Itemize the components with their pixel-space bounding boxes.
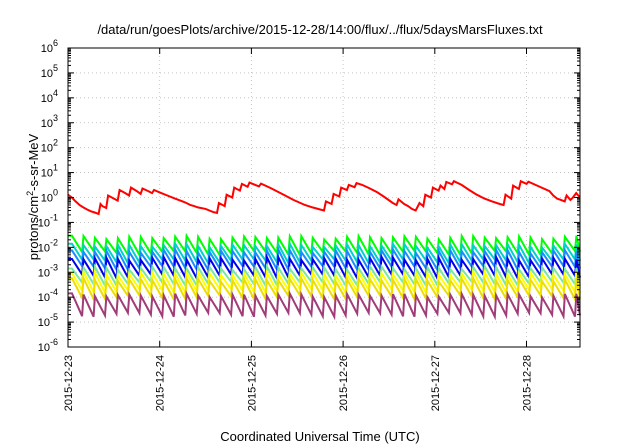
y-tick-label: 102 — [41, 138, 58, 155]
plot-frame — [67, 47, 581, 348]
y-tick-label: 106 — [41, 38, 58, 55]
y-tick-label: 10-5 — [38, 312, 58, 329]
y-tick-label: 10-4 — [38, 287, 58, 304]
x-tick-label: 2015-12-23 — [63, 355, 75, 411]
series-line — [67, 179, 581, 216]
series-line — [68, 262, 581, 290]
x-tick-label: 2015-12-25 — [246, 355, 258, 411]
series-line — [68, 268, 581, 297]
series-layer — [67, 179, 581, 321]
series-line — [68, 274, 581, 304]
y-tick-label: 10-1 — [38, 212, 58, 229]
y-tick-label: 10-6 — [38, 337, 58, 354]
y-tick-label: 103 — [41, 113, 58, 130]
x-tick-label: 2015-12-26 — [338, 355, 350, 411]
series-line — [68, 289, 581, 321]
x-tick-label: 2015-12-27 — [430, 355, 442, 411]
series-line — [68, 232, 581, 259]
y-tick-label: 10-2 — [38, 237, 58, 254]
y-tick-label: 10-3 — [38, 262, 58, 279]
x-tick-label: 2015-12-28 — [522, 355, 534, 411]
axes: 10-6 10-5 10-4 10-3 10-2 10-1 100 101 102 103 104 1… — [38, 38, 581, 411]
y-tick-label: 105 — [41, 63, 58, 80]
y-tick-label: 104 — [41, 88, 58, 105]
chart-title: /data/run/goesPlots/archive/2015-12-28/1… — [97, 22, 543, 37]
series-line — [68, 240, 581, 267]
x-tick-label: 2015-12-24 — [155, 355, 167, 411]
series-line — [68, 245, 581, 274]
x-axis-title: Coordinated Universal Time (UTC) — [220, 429, 420, 444]
series-line — [68, 253, 581, 283]
y-tick-label: 101 — [41, 163, 58, 180]
y-tick-label: 100 — [41, 188, 58, 205]
